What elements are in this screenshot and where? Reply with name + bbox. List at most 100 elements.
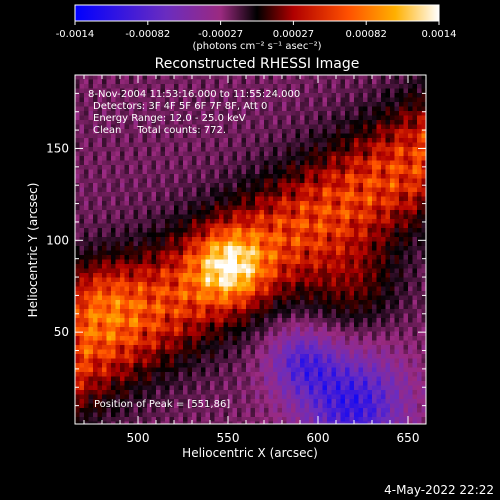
- heatmap-cell: [408, 349, 414, 355]
- heatmap-cell: [408, 219, 414, 225]
- heatmap-cell: [223, 192, 229, 198]
- heatmap-cell: [88, 259, 94, 265]
- heatmap-cell: [408, 174, 414, 180]
- heatmap-cell: [151, 349, 157, 355]
- heatmap-cell: [165, 102, 171, 108]
- heatmap-cell: [394, 214, 400, 220]
- heatmap-cell: [340, 340, 346, 346]
- heatmap-cell: [187, 291, 193, 297]
- heatmap-cell: [376, 264, 382, 270]
- heatmap-cell: [354, 169, 360, 175]
- heatmap-cell: [165, 309, 171, 315]
- heatmap-cell: [237, 340, 243, 346]
- heatmap-cell: [201, 349, 207, 355]
- heatmap-cell: [147, 318, 153, 324]
- heatmap-cell: [268, 340, 274, 346]
- heatmap-cell: [394, 237, 400, 243]
- heatmap-cell: [327, 210, 333, 216]
- heatmap-cell: [336, 93, 342, 99]
- heatmap-cell: [367, 237, 373, 243]
- heatmap-cell: [93, 138, 99, 144]
- heatmap-cell: [295, 88, 301, 94]
- heatmap-cell: [268, 264, 274, 270]
- heatmap-cell: [228, 205, 234, 211]
- heatmap-cell: [322, 97, 328, 103]
- heatmap-cell: [417, 318, 423, 324]
- heatmap-cell: [412, 322, 418, 328]
- heatmap-cell: [106, 219, 112, 225]
- heatmap-cell: [340, 327, 346, 333]
- heatmap-cell: [390, 201, 396, 207]
- heatmap-cell: [318, 178, 324, 184]
- heatmap-cell: [295, 115, 301, 121]
- heatmap-cell: [291, 309, 297, 315]
- heatmap-cell: [412, 115, 418, 121]
- heatmap-cell: [142, 340, 148, 346]
- heatmap-cell: [84, 196, 90, 202]
- heatmap-cell: [201, 300, 207, 306]
- heatmap-cell: [241, 354, 247, 360]
- heatmap-cell: [259, 219, 265, 225]
- heatmap-cell: [340, 97, 346, 103]
- heatmap-cell: [372, 165, 378, 171]
- heatmap-cell: [115, 277, 121, 283]
- heatmap-cell: [255, 75, 261, 81]
- heatmap-cell: [417, 169, 423, 175]
- heatmap-cell: [313, 295, 319, 301]
- heatmap-cell: [367, 241, 373, 247]
- heatmap-cell: [237, 277, 243, 283]
- heatmap-cell: [237, 237, 243, 243]
- heatmap-cell: [75, 79, 81, 85]
- heatmap-cell: [331, 160, 337, 166]
- heatmap-cell: [102, 169, 108, 175]
- heatmap-cell: [115, 331, 121, 337]
- heatmap-cell: [372, 102, 378, 108]
- heatmap-cell: [156, 241, 162, 247]
- heatmap-cell: [322, 88, 328, 94]
- heatmap-cell: [205, 142, 211, 148]
- heatmap-cell: [268, 138, 274, 144]
- heatmap-cell: [75, 322, 81, 328]
- heatmap-cell: [331, 349, 337, 355]
- heatmap-cell: [228, 354, 234, 360]
- heatmap-cell: [304, 129, 310, 135]
- heatmap-cell: [399, 192, 405, 198]
- heatmap-cell: [390, 255, 396, 261]
- heatmap-cell: [358, 102, 364, 108]
- heatmap-cell: [345, 268, 351, 274]
- heatmap-cell: [196, 115, 202, 121]
- heatmap-cell: [412, 223, 418, 229]
- heatmap-cell: [232, 282, 238, 288]
- heatmap-cell: [358, 196, 364, 202]
- heatmap-cell: [223, 111, 229, 117]
- heatmap-cell: [165, 250, 171, 256]
- heatmap-cell: [277, 178, 283, 184]
- heatmap-cell: [219, 277, 225, 283]
- heatmap-cell: [399, 75, 405, 81]
- heatmap-cell: [129, 340, 135, 346]
- heatmap-cell: [322, 133, 328, 139]
- heatmap-cell: [408, 111, 414, 117]
- heatmap-cell: [115, 192, 121, 198]
- heatmap-cell: [223, 133, 229, 139]
- heatmap-cell: [79, 228, 85, 234]
- heatmap-cell: [237, 84, 243, 90]
- heatmap-cell: [241, 147, 247, 153]
- heatmap-cell: [196, 336, 202, 342]
- heatmap-cell: [196, 120, 202, 126]
- heatmap-cell: [340, 151, 346, 157]
- heatmap-cell: [201, 75, 207, 81]
- heatmap-cell: [241, 223, 247, 229]
- heatmap-cell: [241, 318, 247, 324]
- heatmap-cell: [97, 88, 103, 94]
- heatmap-cell: [394, 147, 400, 153]
- heatmap-cell: [385, 93, 391, 99]
- heatmap-cell: [165, 124, 171, 130]
- heatmap-cell: [97, 358, 103, 364]
- heatmap-cell: [246, 156, 252, 162]
- heatmap-cell: [102, 178, 108, 184]
- heatmap-cell: [282, 174, 288, 180]
- heatmap-cell: [115, 160, 121, 166]
- heatmap-cell: [354, 187, 360, 193]
- heatmap-cell: [399, 219, 405, 225]
